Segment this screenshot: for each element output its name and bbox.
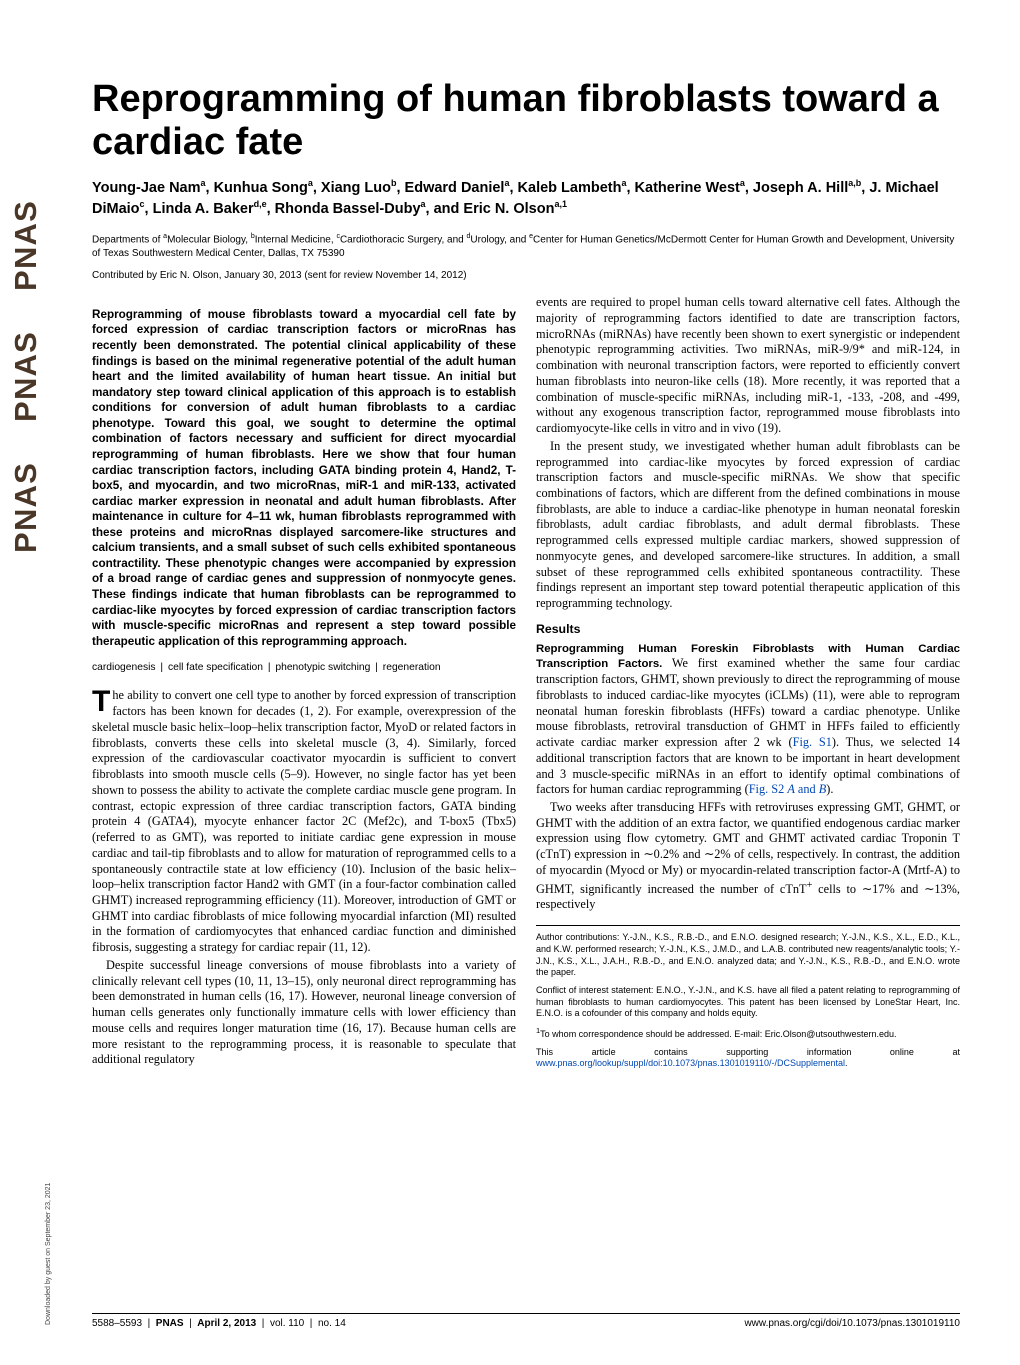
conflict-statement: Conflict of interest statement: E.N.O., … bbox=[536, 985, 960, 1020]
keyword-2: cell fate specification bbox=[168, 662, 263, 673]
results-para-2: Two weeks after transducing HFFs with re… bbox=[536, 800, 960, 913]
keyword-4: regeneration bbox=[383, 662, 441, 673]
footer-pages: 5588–5593 bbox=[92, 1318, 142, 1329]
fig-link-s2[interactable]: Fig. S2 A and B bbox=[749, 782, 827, 796]
two-column-body: Reprogramming of mouse fibroblasts towar… bbox=[92, 295, 960, 1076]
intro-para-1-text: he ability to convert one cell type to a… bbox=[92, 688, 516, 954]
footer-date: April 2, 2013 bbox=[197, 1318, 256, 1329]
affiliations-line: Departments of aMolecular Biology, bInte… bbox=[92, 232, 960, 260]
footer-journal: PNAS bbox=[156, 1318, 184, 1329]
fig-link-s1[interactable]: Fig. S1 bbox=[793, 735, 832, 749]
supporting-info-note: This article contains supporting informa… bbox=[536, 1047, 960, 1070]
dropcap-letter: T bbox=[92, 688, 112, 715]
footnotes-block: Author contributions: Y.-J.N., K.S., R.B… bbox=[536, 925, 960, 1070]
results-para-1-text: We first examined whether the same four … bbox=[536, 656, 960, 796]
results-heading: Results bbox=[536, 622, 960, 638]
right-top-para-2: In the present study, we investigated wh… bbox=[536, 439, 960, 612]
left-column: Reprogramming of mouse fibroblasts towar… bbox=[92, 295, 516, 1076]
keywords-line: cardiogenesis | cell fate specification … bbox=[92, 661, 516, 674]
footer-issue: no. 14 bbox=[318, 1318, 346, 1329]
supp-link[interactable]: www.pnas.org/lookup/suppl/doi:10.1073/pn… bbox=[536, 1058, 845, 1068]
footer-volume: vol. 110 bbox=[270, 1318, 304, 1329]
page-footer: 5588–5593 | PNAS | April 2, 2013 | vol. … bbox=[92, 1313, 960, 1329]
authors-line: Young-Jae Nama, Kunhua Songa, Xiang Luob… bbox=[92, 177, 960, 220]
keyword-3: phenotypic switching bbox=[275, 662, 370, 673]
footer-left: 5588–5593 | PNAS | April 2, 2013 | vol. … bbox=[92, 1318, 346, 1329]
intro-para-1: The ability to convert one cell type to … bbox=[92, 688, 516, 955]
author-contributions: Author contributions: Y.-J.N., K.S., R.B… bbox=[536, 932, 960, 979]
download-note: Downloaded by guest on September 23, 202… bbox=[45, 1183, 52, 1325]
article-title: Reprogramming of human fibroblasts towar… bbox=[92, 78, 960, 163]
contributed-line: Contributed by Eric N. Olson, January 30… bbox=[92, 270, 960, 281]
article-page: Reprogramming of human fibroblasts towar… bbox=[0, 0, 1020, 1116]
footer-right: www.pnas.org/cgi/doi/10.1073/pnas.130101… bbox=[744, 1318, 960, 1329]
right-top-para-1: events are required to propel human cell… bbox=[536, 295, 960, 437]
abstract-text: Reprogramming of mouse fibroblasts towar… bbox=[92, 307, 516, 649]
correspondence-note: 1To whom correspondence should be addres… bbox=[536, 1026, 960, 1041]
right-column: events are required to propel human cell… bbox=[536, 295, 960, 1076]
results-para-1: Reprogramming Human Foreskin Fibroblasts… bbox=[536, 641, 960, 798]
keyword-1: cardiogenesis bbox=[92, 662, 156, 673]
intro-para-2: Despite successful lineage conversions o… bbox=[92, 958, 516, 1068]
